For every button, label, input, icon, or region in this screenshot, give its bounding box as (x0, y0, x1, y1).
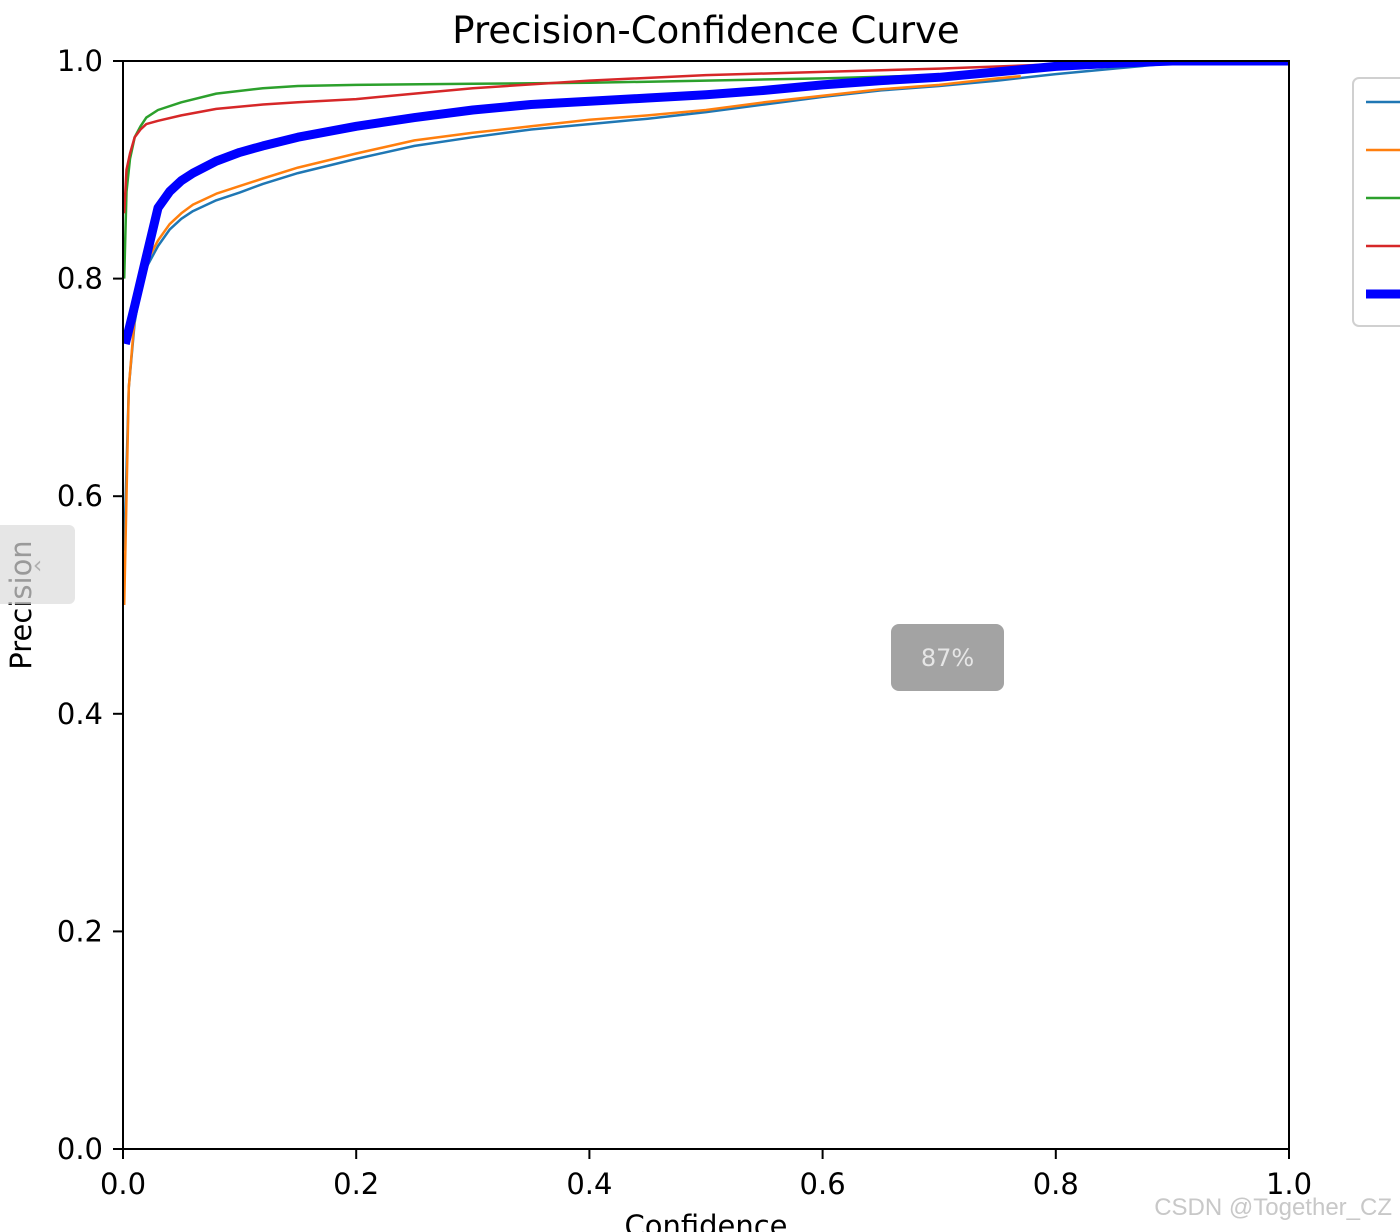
y-tick-label: 0.8 (57, 262, 103, 296)
x-tick-label: 0.8 (1033, 1167, 1079, 1201)
plot-area-frame (122, 60, 1290, 1150)
y-axis-ticks: 0.0 0.2 0.4 0.6 0.8 1.0 (57, 44, 123, 1166)
series-line-5 (123, 61, 1289, 345)
series-line-2 (123, 74, 1021, 606)
chevron-left-icon: ‹ (32, 550, 43, 579)
side-panel-toggle[interactable]: ‹ (0, 525, 75, 604)
chart-title: Precision-Confidence Curve (452, 9, 959, 52)
series-line-4 (123, 61, 1289, 214)
y-tick-label: 1.0 (57, 44, 103, 78)
x-tick-label: 0.4 (566, 1167, 612, 1201)
x-tick-label: 0.0 (100, 1167, 146, 1201)
y-tick-label: 0.4 (57, 697, 103, 731)
watermark: CSDN @Together_CZ (1154, 1194, 1392, 1221)
legend (1352, 77, 1400, 327)
y-tick-label: 0.2 (57, 914, 103, 948)
legend-box (1352, 77, 1400, 327)
x-tick-label: 0.6 (800, 1167, 846, 1201)
x-tick-label: 0.2 (333, 1167, 379, 1201)
x-axis-label: Confidence (624, 1209, 787, 1232)
series-layer (123, 61, 1289, 606)
series-line-1 (123, 61, 1289, 551)
x-tick-label: 1.0 (1266, 1167, 1312, 1201)
x-axis-ticks: 0.0 0.2 0.4 0.6 0.8 1.0 (100, 1149, 1312, 1201)
y-tick-label: 0.6 (57, 479, 103, 513)
zoom-level-badge: 87% (891, 624, 1004, 691)
y-tick-label: 0.0 (57, 1132, 103, 1166)
